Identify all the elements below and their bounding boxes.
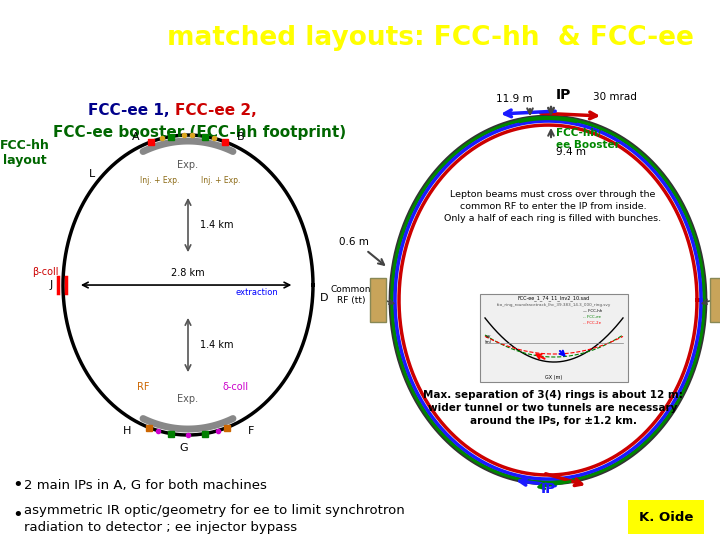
Text: -- FCC-2e: -- FCC-2e (583, 321, 601, 325)
Text: radiation to detector ; ee injector bypass: radiation to detector ; ee injector bypa… (24, 521, 297, 534)
Text: FCC: FCC (49, 25, 81, 40)
Text: fco_ring_roundracetrack_lhc_39.383_14.3_000_ring.svy: fco_ring_roundracetrack_lhc_39.383_14.3_… (497, 303, 611, 307)
Text: 11.9 m: 11.9 m (496, 94, 533, 104)
Text: asymmetric IR optic/geometry for ee to limit synchrotron: asymmetric IR optic/geometry for ee to l… (24, 503, 405, 516)
Text: δ-coll: δ-coll (223, 382, 249, 392)
Text: Common
RF (tt): Common RF (tt) (330, 285, 372, 305)
Text: Lepton beams must cross over through the
common RF to enter the IP from inside.
: Lepton beams must cross over through the… (444, 190, 662, 222)
Text: L: L (89, 169, 95, 179)
FancyBboxPatch shape (480, 294, 628, 382)
FancyBboxPatch shape (370, 278, 386, 322)
Text: extraction: extraction (235, 288, 278, 297)
Text: Inj. + Exp.: Inj. + Exp. (140, 176, 180, 185)
Text: layout: layout (3, 153, 47, 166)
Text: IP: IP (556, 88, 572, 102)
Text: F: F (248, 426, 254, 436)
Text: Exp.: Exp. (177, 394, 199, 404)
Text: •: • (12, 506, 23, 524)
Text: D: D (320, 293, 329, 303)
Text: hh ee he: hh ee he (48, 43, 81, 51)
Text: RF: RF (137, 382, 149, 392)
Text: matched layouts: FCC-hh  & FCC-ee: matched layouts: FCC-hh & FCC-ee (166, 25, 693, 51)
Text: A: A (132, 132, 139, 142)
Text: GY
(m): GY (m) (485, 335, 492, 344)
Text: GX (m): GX (m) (545, 375, 562, 380)
Text: 2 main IPs in A, G for both machines: 2 main IPs in A, G for both machines (24, 478, 267, 491)
Text: FCC-ee_1_74_11_lnv2_10.sad: FCC-ee_1_74_11_lnv2_10.sad (518, 295, 590, 301)
Text: FCC-hh: FCC-hh (0, 139, 50, 152)
Text: 2.8 km: 2.8 km (171, 268, 204, 278)
Text: J: J (50, 280, 53, 290)
Text: 30 mrad: 30 mrad (593, 92, 637, 102)
FancyBboxPatch shape (710, 278, 720, 322)
Text: Inj. + Exp.: Inj. + Exp. (202, 176, 240, 185)
Text: FCC-hh/: FCC-hh/ (556, 128, 601, 138)
Text: Common
RF (tt): Common RF (tt) (715, 285, 720, 305)
Text: 1.4 km: 1.4 km (200, 340, 233, 350)
Text: B: B (237, 132, 245, 142)
FancyBboxPatch shape (628, 500, 704, 534)
Text: G: G (179, 443, 188, 453)
Text: FCC-ee 1,: FCC-ee 1, (89, 103, 175, 118)
Text: H: H (123, 426, 131, 436)
Text: FCC-ee 2,: FCC-ee 2, (175, 103, 257, 118)
Text: FCC-ee booster (FCC-hh footprint): FCC-ee booster (FCC-hh footprint) (53, 125, 346, 139)
Text: — FCC-hh: — FCC-hh (583, 309, 602, 313)
Text: β-coll: β-coll (32, 267, 58, 277)
Text: 9.4 m: 9.4 m (556, 147, 586, 157)
Text: IP: IP (540, 482, 556, 496)
Text: 1.4 km: 1.4 km (200, 220, 233, 230)
Text: 0.6 m: 0.6 m (339, 237, 369, 247)
Text: Max. separation of 3(4) rings is about 12 m:
wider tunnel or two tunnels are nec: Max. separation of 3(4) rings is about 1… (423, 390, 683, 427)
Text: ee Booster: ee Booster (556, 140, 620, 150)
Text: •: • (12, 476, 23, 494)
Text: -- FCC-ee: -- FCC-ee (583, 315, 601, 319)
Text: K. Oide: K. Oide (639, 510, 693, 523)
Text: Exp.: Exp. (177, 160, 199, 170)
